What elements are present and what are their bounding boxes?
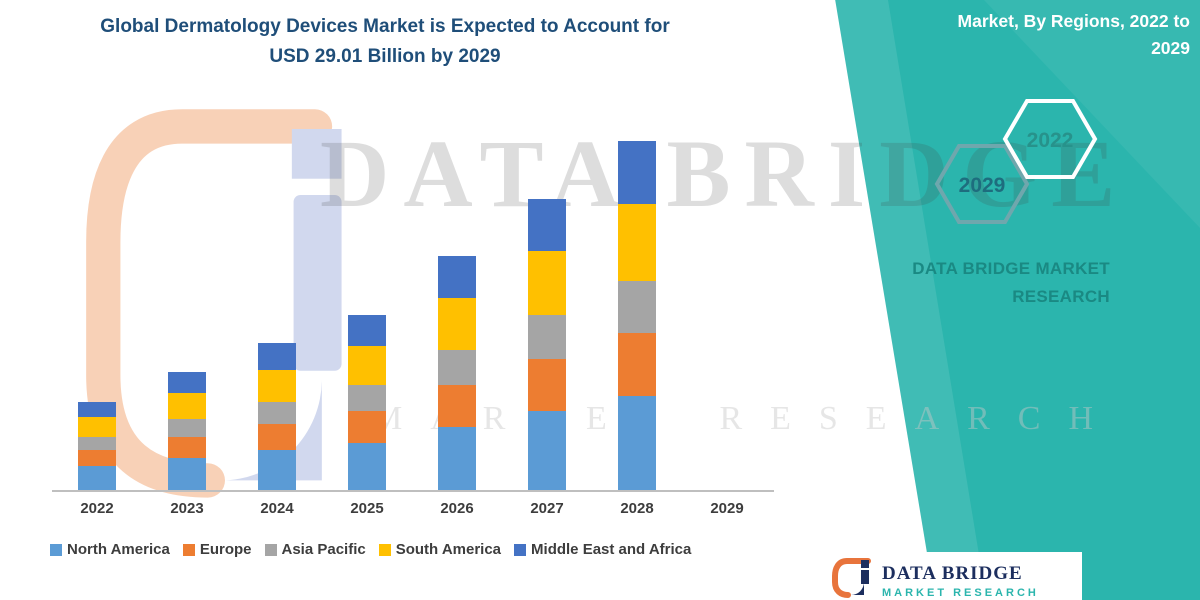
legend-label: Europe: [199, 541, 252, 558]
legend-label: South America: [395, 541, 502, 558]
bar-column-2027: [502, 140, 592, 490]
bar-column-2023: [142, 140, 232, 490]
x-axis-label: 2029: [710, 500, 744, 517]
bar-segment: [78, 450, 116, 466]
bar-segment: [528, 411, 566, 490]
bar-column-2026: [412, 140, 502, 490]
x-axis-label: 2022: [80, 500, 114, 517]
x-axis-line: [52, 490, 774, 492]
bar-segment: [438, 350, 476, 385]
hexagon-2022: 2022: [1002, 99, 1098, 179]
bar-stack-2027: [528, 199, 566, 490]
bar-stack-2028: [618, 141, 656, 490]
bar-chart: [52, 140, 772, 490]
legend-item: North America: [50, 541, 170, 558]
x-axis-label: 2027: [530, 500, 564, 517]
legend-item: South America: [378, 541, 502, 558]
footer-logo-name: DATA BRIDGE: [882, 563, 1023, 584]
panel-heading: Market, By Regions, 2022 to 2029: [820, 8, 1190, 62]
bar-column-2025: [322, 140, 412, 490]
footer-logo-subname: MARKET RESEARCH: [882, 587, 1039, 599]
bar-segment: [258, 450, 296, 490]
legend-item: Asia Pacific: [264, 541, 366, 558]
bar-stack-2022: [78, 402, 116, 490]
bar-segment: [348, 346, 386, 385]
bar-segment: [618, 333, 656, 396]
bar-segment: [78, 437, 116, 450]
legend-swatch-icon: [264, 543, 277, 556]
bar-column-2024: [232, 140, 322, 490]
bar-segment: [618, 204, 656, 281]
hexagon-2029-label: 2029: [959, 174, 1006, 197]
bar-column-2022: [52, 140, 142, 490]
bar-stack-2023: [168, 372, 206, 490]
bar-segment: [618, 396, 656, 490]
legend-label: Asia Pacific: [281, 541, 366, 558]
bar-segment: [258, 370, 296, 402]
bar-segment: [348, 315, 386, 346]
legend-item: Europe: [182, 541, 252, 558]
bar-segment: [438, 427, 476, 490]
chart-legend: North America Europe Asia Pacific South Ame…: [50, 541, 790, 558]
x-axis-label: 2026: [440, 500, 474, 517]
bar-segment: [438, 298, 476, 350]
x-axis-label: 2025: [350, 500, 384, 517]
panel-brand-text: DATA BRIDGE MARKET RESEARCH: [905, 255, 1110, 311]
bar-stack-2024: [258, 343, 296, 490]
bar-column-2029: [682, 140, 772, 490]
databridge-logo-icon: [832, 558, 871, 598]
chart-title: Global Dermatology Devices Market is Exp…: [30, 12, 740, 72]
x-axis-labels: 2022 2023 2024 2025 2026 2027 2028 2029: [52, 500, 772, 517]
legend-label: North America: [67, 541, 170, 558]
legend-swatch-icon: [182, 543, 195, 556]
bar-segment: [348, 443, 386, 490]
bar-segment: [168, 419, 206, 437]
panel-brand-line2: RESEARCH: [1012, 287, 1110, 306]
bar-segment: [168, 437, 206, 458]
bar-segment: [348, 385, 386, 411]
x-axis-label: 2024: [260, 500, 294, 517]
panel-brand-line1: DATA BRIDGE MARKET: [912, 259, 1110, 278]
bar-segment: [168, 458, 206, 490]
bar-segment: [528, 315, 566, 359]
chart-title-line2: USD 29.01 Billion by 2029: [269, 46, 501, 67]
hexagon-2029: 2029: [934, 144, 1030, 224]
bar-segment: [168, 372, 206, 393]
databridge-watermark-text: DATA BRIDGE: [320, 120, 1130, 227]
bar-segment: [258, 402, 296, 424]
panel-heading-line2: 2029: [1151, 38, 1190, 58]
databridge-watermark-logo-icon: [86, 109, 342, 498]
bar-segment: [618, 141, 656, 204]
legend-swatch-icon: [378, 543, 391, 556]
legend-swatch-icon: [514, 543, 527, 556]
bar-segment: [168, 393, 206, 419]
chart-title-line1: Global Dermatology Devices Market is Exp…: [100, 16, 670, 37]
footer-logo: DATA BRIDGE MARKET RESEARCH: [826, 552, 1082, 600]
bar-segment: [258, 424, 296, 450]
hexagon-2022-label: 2022: [1027, 129, 1074, 152]
legend-item: Middle East and Africa: [514, 541, 691, 558]
x-axis-label: 2023: [170, 500, 204, 517]
market-research-watermark-text: MARKET RESEARCH: [372, 400, 1122, 437]
bar-segment: [258, 343, 296, 370]
bar-segment: [78, 402, 116, 417]
bar-segment: [78, 417, 116, 437]
x-axis-label: 2028: [620, 500, 654, 517]
panel-heading-line1: Market, By Regions, 2022 to: [957, 11, 1190, 31]
legend-label: Middle East and Africa: [531, 541, 692, 558]
bar-segment: [438, 385, 476, 427]
bar-segment: [618, 281, 656, 333]
bar-stack-2025: [348, 315, 386, 490]
bar-segment: [528, 251, 566, 315]
bar-segment: [348, 411, 386, 443]
bar-stack-2026: [438, 256, 476, 490]
bar-segment: [528, 359, 566, 411]
bar-column-2028: [592, 140, 682, 490]
bar-segment: [78, 466, 116, 490]
bar-segment: [528, 199, 566, 251]
bar-segment: [438, 256, 476, 298]
legend-swatch-icon: [50, 543, 62, 556]
